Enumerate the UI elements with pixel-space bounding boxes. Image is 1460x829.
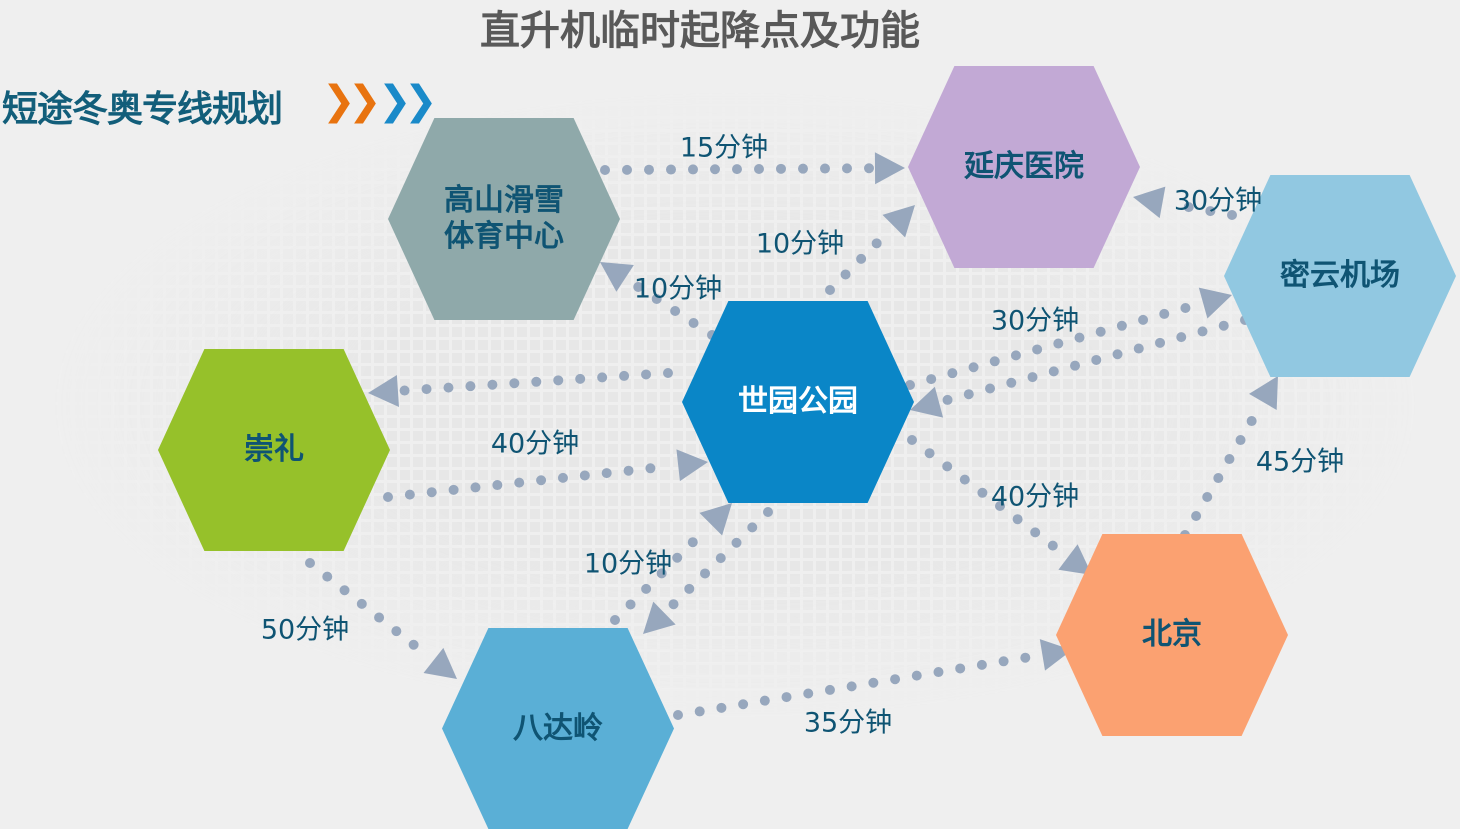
chevron-icon: ❯ — [322, 78, 356, 124]
arrowhead-icon — [882, 205, 915, 238]
dotted-line — [625, 276, 717, 340]
edge-label: 10分钟 — [755, 228, 845, 260]
arrowhead-icon — [1039, 639, 1072, 671]
edge-label: 30分钟 — [990, 305, 1080, 337]
edge-label: 10分钟 — [633, 273, 723, 305]
chevron-icon: ❯ — [378, 78, 412, 124]
arrowhead-icon — [676, 449, 708, 482]
node-gaoshan: 高山滑雪 体育中心 — [388, 118, 620, 320]
node-miyun: 密云机场 — [1224, 175, 1456, 377]
route-arrow — [305, 558, 457, 679]
edge-label: 40分钟 — [990, 481, 1080, 513]
node-label: 北京 — [1142, 617, 1202, 652]
arrowhead-icon — [1058, 544, 1092, 575]
arrowhead-icon — [910, 386, 944, 418]
dotted-line — [305, 558, 434, 662]
route-arrow — [383, 449, 708, 502]
route-arrow — [368, 368, 673, 407]
arrowhead-icon — [600, 262, 634, 292]
node-label: 高山滑雪 体育中心 — [444, 183, 564, 254]
arrowhead-icon — [1249, 376, 1278, 410]
dotted-line — [600, 163, 875, 175]
route-arrow — [673, 639, 1072, 720]
dotted-line — [907, 435, 1069, 559]
route-arrow — [910, 315, 1250, 418]
edge-label: 15分钟 — [679, 132, 769, 164]
arrowhead-icon — [1133, 186, 1166, 219]
dotted-line — [939, 315, 1250, 406]
route-arrow — [1180, 376, 1278, 540]
edge-label: 35分钟 — [803, 707, 893, 739]
node-yanqing: 延庆医院 — [908, 66, 1140, 268]
edge-label: 50分钟 — [260, 614, 350, 646]
route-arrow — [905, 287, 1232, 390]
route-arrow — [1133, 186, 1237, 220]
arrowhead-icon — [1198, 287, 1232, 319]
route-arrow — [600, 152, 905, 185]
node-label: 八达岭 — [513, 710, 603, 746]
dotted-line — [383, 460, 678, 502]
edge-label: 30分钟 — [1173, 185, 1263, 217]
route-arrow — [643, 507, 773, 634]
edge-label: 45分钟 — [1255, 446, 1345, 478]
dotted-line — [663, 507, 773, 614]
edge-label: 10分钟 — [583, 548, 673, 580]
node-label: 世园公园 — [738, 384, 858, 419]
route-arrow — [825, 205, 915, 295]
dotted-line — [398, 368, 673, 396]
arrowhead-icon — [874, 152, 905, 185]
dotted-line — [905, 299, 1203, 390]
node-label: 延庆医院 — [964, 149, 1084, 184]
node-chongli: 崇礼 — [158, 349, 390, 551]
route-arrow — [610, 503, 732, 625]
edge-label: 40分钟 — [490, 428, 580, 460]
section-subtitle: 短途冬奥专线规划 — [2, 89, 283, 130]
dotted-line — [825, 225, 895, 295]
chevron-icon: ❯ — [404, 78, 438, 124]
arrowhead-icon — [699, 503, 732, 536]
page-title: 直升机临时起降点及功能 — [480, 8, 920, 54]
arrowhead-icon — [423, 647, 457, 679]
chevron-icon: ❯ — [348, 78, 382, 124]
dotted-line — [610, 523, 712, 625]
arrowhead-icon — [643, 601, 676, 634]
node-shiyuan: 世园公园 — [682, 301, 914, 503]
node-badaling: 八达岭 — [442, 628, 674, 829]
route-arrow — [907, 435, 1092, 575]
route-arrow — [600, 262, 717, 340]
node-label: 崇礼 — [244, 432, 304, 467]
node-label: 密云机场 — [1280, 258, 1400, 293]
node-beijing: 北京 — [1056, 534, 1288, 736]
arrowhead-icon — [368, 375, 399, 407]
dotted-line — [1180, 402, 1265, 540]
